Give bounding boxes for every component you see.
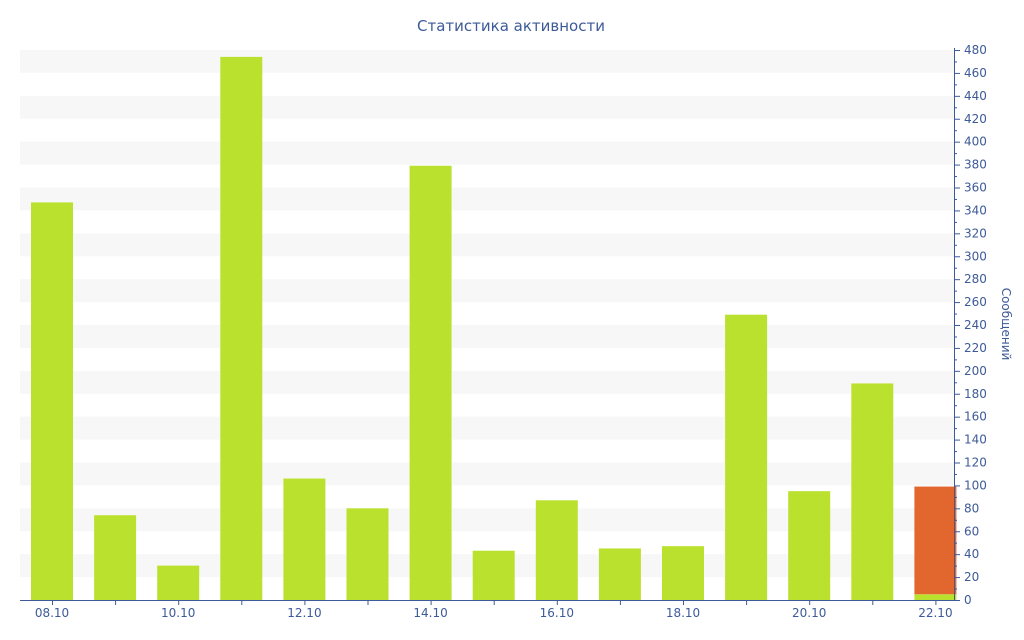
grid-band xyxy=(20,325,954,348)
y-tick-label: 300 xyxy=(964,249,987,263)
y-ticks: 0 20 40 60 80 100 120 140 160 180 200 220 240 260 280 3… xyxy=(954,43,987,607)
y-tick-label: 360 xyxy=(964,181,987,195)
y-tick-label: 420 xyxy=(964,112,987,126)
grid-band xyxy=(20,462,954,486)
x-tick-label: 22.10 xyxy=(918,606,952,620)
x-tick-label: 10.10 xyxy=(161,606,195,620)
y-tick-label: 20 xyxy=(964,570,979,584)
axes xyxy=(20,48,955,601)
y-tick-label: 0 xyxy=(964,593,972,607)
y-tick-label: 200 xyxy=(964,364,987,378)
grid-band xyxy=(20,187,954,211)
bar-22.10-series-1 xyxy=(914,594,957,600)
y-tick-label: 180 xyxy=(964,387,987,401)
y-tick-label: 100 xyxy=(964,478,987,492)
y-tick-label: 40 xyxy=(964,547,979,561)
y-axis-label: Сообщений xyxy=(999,288,1013,361)
bar-11.10-series-1 xyxy=(220,56,263,600)
bar-16.10-series-1 xyxy=(535,500,578,600)
y-tick-label: 460 xyxy=(964,66,987,80)
bar-19.10-series-1 xyxy=(725,314,768,600)
grid-band xyxy=(20,370,954,394)
bar-22.10-series-2 xyxy=(914,486,957,595)
y-tick-label: 440 xyxy=(964,89,987,103)
y-tick-label: 240 xyxy=(964,318,987,332)
bar-08.10-series-1 xyxy=(31,202,73,601)
x-tick-label: 14.10 xyxy=(413,606,447,620)
bar-15.10-series-1 xyxy=(472,550,515,600)
y-tick-label: 340 xyxy=(964,203,987,217)
bar-21.10-series-1 xyxy=(851,383,894,600)
y-tick-label: 160 xyxy=(964,410,987,424)
y-tick-label: 260 xyxy=(964,295,987,309)
bar-20.10-series-1 xyxy=(788,491,831,600)
y-tick-label: 220 xyxy=(964,341,987,355)
bar-14.10-series-1 xyxy=(409,165,452,600)
y-tick-label: 60 xyxy=(964,524,979,538)
y-tick-label: 380 xyxy=(964,158,987,172)
grid-band xyxy=(20,95,954,119)
bar-17.10-series-1 xyxy=(598,548,641,600)
bar-13.10-series-1 xyxy=(346,508,389,600)
y-tick-label: 480 xyxy=(964,43,987,57)
y-tick-label: 140 xyxy=(964,433,987,447)
bar-18.10-series-1 xyxy=(662,546,704,600)
x-tick-label: 16.10 xyxy=(540,606,574,620)
x-ticks: 08.10 10.10 12.10 14.10 16.10 18.10 20.10 22.10 xyxy=(35,600,953,620)
bar-09.10-series-1 xyxy=(94,515,137,600)
x-tick-label: 08.10 xyxy=(35,606,69,620)
x-tick-label: 12.10 xyxy=(287,606,321,620)
y-tick-label: 400 xyxy=(964,135,987,149)
y-tick-label: 280 xyxy=(964,272,987,286)
grid-band xyxy=(20,50,954,73)
y-tick-label: 320 xyxy=(964,226,987,240)
chart-title: Статистика активности xyxy=(417,17,605,35)
grid-band xyxy=(20,416,954,440)
y-tick-label: 80 xyxy=(964,501,979,515)
grid-band xyxy=(20,279,954,303)
grid-band xyxy=(20,141,954,165)
bars xyxy=(31,56,957,601)
bar-10.10-series-1 xyxy=(157,565,200,600)
grid-band xyxy=(20,233,954,257)
x-tick-label: 18.10 xyxy=(666,606,700,620)
bar-12.10-series-1 xyxy=(283,478,326,600)
x-tick-label: 20.10 xyxy=(792,606,826,620)
y-tick-label: 120 xyxy=(964,456,987,470)
